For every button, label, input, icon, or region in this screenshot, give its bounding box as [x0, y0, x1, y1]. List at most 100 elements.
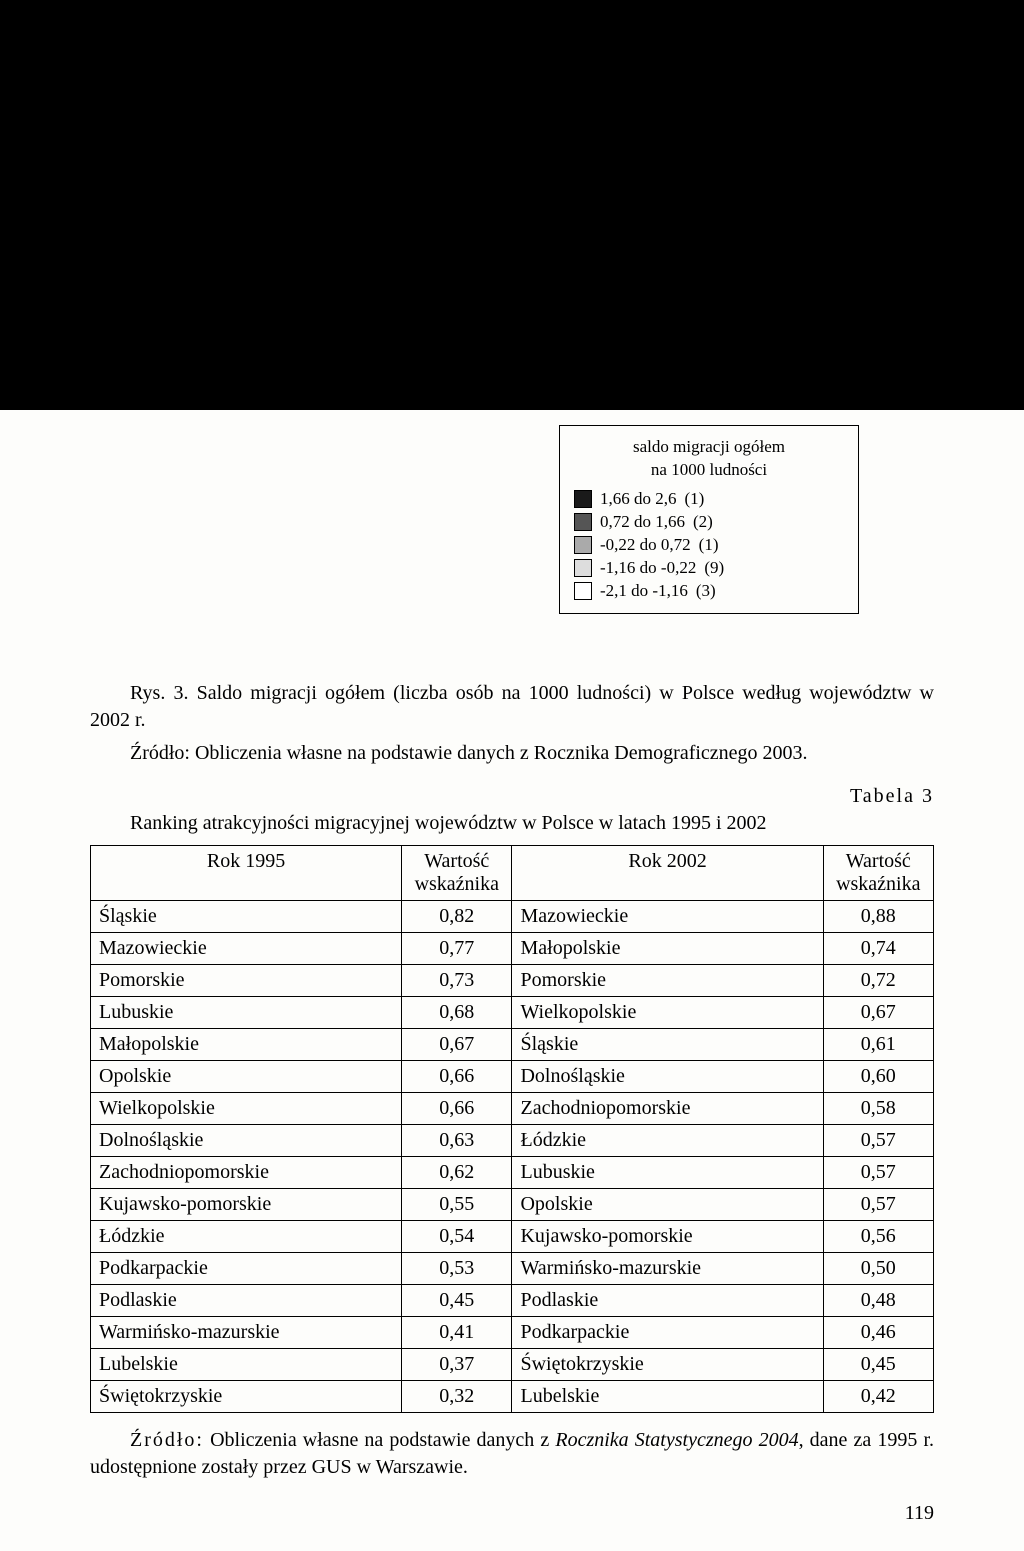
legend-swatch: [574, 559, 592, 577]
cell-region-2002: Zachodniopomorskie: [512, 1093, 823, 1125]
table-row: Wielkopolskie0,66Zachodniopomorskie0,58: [91, 1093, 934, 1125]
table-row: Dolnośląskie0,63Łódzkie0,57: [91, 1125, 934, 1157]
table-row: Świętokrzyskie0,32Lubelskie0,42: [91, 1381, 934, 1413]
table-row: Kujawsko-pomorskie0,55Opolskie0,57: [91, 1189, 934, 1221]
cell-value-1995: 0,53: [402, 1253, 512, 1285]
cell-region-1995: Świętokrzyskie: [91, 1381, 402, 1413]
cell-region-1995: Warmińsko-mazurskie: [91, 1317, 402, 1349]
cell-value-1995: 0,63: [402, 1125, 512, 1157]
table-row: Lubelskie0,37Świętokrzyskie0,45: [91, 1349, 934, 1381]
cell-region-2002: Podkarpackie: [512, 1317, 823, 1349]
legend-item: -1,16 do -0,22 (9): [574, 557, 844, 580]
cell-region-2002: Śląskie: [512, 1029, 823, 1061]
footnote-prefix: Źródło:: [130, 1429, 204, 1451]
legend-label: 0,72 do 1,66: [600, 511, 685, 534]
table-row: Mazowieckie0,77Małopolskie0,74: [91, 933, 934, 965]
cell-value-2002: 0,45: [823, 1349, 933, 1381]
cell-region-2002: Kujawsko-pomorskie: [512, 1221, 823, 1253]
cell-value-2002: 0,42: [823, 1381, 933, 1413]
legend-count: (3): [696, 580, 716, 603]
legend-label: 1,66 do 2,6: [600, 488, 677, 511]
figure-caption: Rys. 3. Saldo migracji ogółem (liczba os…: [90, 680, 934, 734]
table-row: Lubuskie0,68Wielkopolskie0,67: [91, 997, 934, 1029]
cell-value-2002: 0,88: [823, 901, 933, 933]
table-row: Zachodniopomorskie0,62Lubuskie0,57: [91, 1157, 934, 1189]
cell-value-2002: 0,58: [823, 1093, 933, 1125]
cell-value-1995: 0,73: [402, 965, 512, 997]
cell-region-2002: Lubuskie: [512, 1157, 823, 1189]
cell-value-1995: 0,77: [402, 933, 512, 965]
legend-item: -0,22 do 0,72 (1): [574, 534, 844, 557]
cell-region-1995: Śląskie: [91, 901, 402, 933]
cell-value-2002: 0,46: [823, 1317, 933, 1349]
legend-label: -2,1 do -1,16: [600, 580, 688, 603]
figure-text: Saldo migracji ogółem (liczba osób na 10…: [90, 682, 934, 731]
cell-value-2002: 0,74: [823, 933, 933, 965]
legend-label: -1,16 do -0,22: [600, 557, 696, 580]
legend-count: (1): [699, 534, 719, 557]
cell-region-1995: Dolnośląskie: [91, 1125, 402, 1157]
cell-value-1995: 0,82: [402, 901, 512, 933]
table-row: Śląskie0,82Mazowieckie0,88: [91, 901, 934, 933]
footnote-text-before: Obliczenia własne na podstawie danych z: [204, 1429, 555, 1451]
table-header-row: Rok 1995 Wartość wskaźnika Rok 2002 Wart…: [91, 846, 934, 901]
cell-value-2002: 0,72: [823, 965, 933, 997]
legend-label: -0,22 do 0,72: [600, 534, 691, 557]
cell-region-2002: Lubelskie: [512, 1381, 823, 1413]
legend-title-line2: na 1000 ludności: [651, 460, 767, 479]
header-col3: Rok 2002: [512, 846, 823, 901]
cell-region-1995: Małopolskie: [91, 1029, 402, 1061]
cell-value-1995: 0,54: [402, 1221, 512, 1253]
cell-value-2002: 0,67: [823, 997, 933, 1029]
legend-title-line1: saldo migracji ogółem: [633, 437, 785, 456]
cell-region-2002: Warmińsko-mazurskie: [512, 1253, 823, 1285]
cell-region-2002: Łódzkie: [512, 1125, 823, 1157]
page-content: Rys. 3. Saldo migracji ogółem (liczba os…: [90, 680, 934, 1481]
legend-swatch: [574, 513, 592, 531]
legend-count: (1): [685, 488, 705, 511]
cell-value-1995: 0,55: [402, 1189, 512, 1221]
cell-region-2002: Świętokrzyskie: [512, 1349, 823, 1381]
cell-value-2002: 0,60: [823, 1061, 933, 1093]
cell-value-1995: 0,66: [402, 1093, 512, 1125]
cell-region-2002: Opolskie: [512, 1189, 823, 1221]
legend-swatch: [574, 582, 592, 600]
legend-count: (9): [704, 557, 724, 580]
table-row: Pomorskie0,73Pomorskie0,72: [91, 965, 934, 997]
cell-region-1995: Opolskie: [91, 1061, 402, 1093]
cell-region-2002: Wielkopolskie: [512, 997, 823, 1029]
header-col4: Wartość wskaźnika: [823, 846, 933, 901]
cell-region-1995: Podkarpackie: [91, 1253, 402, 1285]
cell-value-1995: 0,41: [402, 1317, 512, 1349]
figure-source: Źródło: Obliczenia własne na podstawie d…: [90, 740, 934, 767]
table-footnote: Źródło: Obliczenia własne na podstawie d…: [90, 1427, 934, 1481]
page-number: 119: [905, 1502, 934, 1525]
table-row: Podkarpackie0,53Warmińsko-mazurskie0,50: [91, 1253, 934, 1285]
legend-swatch: [574, 490, 592, 508]
cell-region-1995: Zachodniopomorskie: [91, 1157, 402, 1189]
header-col1: Rok 1995: [91, 846, 402, 901]
cell-region-1995: Mazowieckie: [91, 933, 402, 965]
cell-value-2002: 0,57: [823, 1157, 933, 1189]
legend-box: saldo migracji ogółem na 1000 ludności 1…: [559, 425, 859, 614]
cell-value-1995: 0,37: [402, 1349, 512, 1381]
table-row: Opolskie0,66Dolnośląskie0,60: [91, 1061, 934, 1093]
cell-region-2002: Dolnośląskie: [512, 1061, 823, 1093]
legend-count: (2): [693, 511, 713, 534]
cell-region-1995: Wielkopolskie: [91, 1093, 402, 1125]
cell-region-1995: Pomorskie: [91, 965, 402, 997]
table-title: Ranking atrakcyjności migracyjnej wojewó…: [90, 812, 934, 835]
figure-prefix: Rys. 3.: [130, 682, 188, 704]
legend-swatch: [574, 536, 592, 554]
ranking-table: Rok 1995 Wartość wskaźnika Rok 2002 Wart…: [90, 845, 934, 1413]
legend-title: saldo migracji ogółem na 1000 ludności: [574, 436, 844, 482]
cell-value-1995: 0,62: [402, 1157, 512, 1189]
cell-region-1995: Kujawsko-pomorskie: [91, 1189, 402, 1221]
cell-value-2002: 0,56: [823, 1221, 933, 1253]
cell-region-2002: Mazowieckie: [512, 901, 823, 933]
cell-region-2002: Małopolskie: [512, 933, 823, 965]
table-row: Łódzkie0,54Kujawsko-pomorskie0,56: [91, 1221, 934, 1253]
cell-value-2002: 0,50: [823, 1253, 933, 1285]
cell-value-1995: 0,32: [402, 1381, 512, 1413]
cell-region-1995: Łódzkie: [91, 1221, 402, 1253]
